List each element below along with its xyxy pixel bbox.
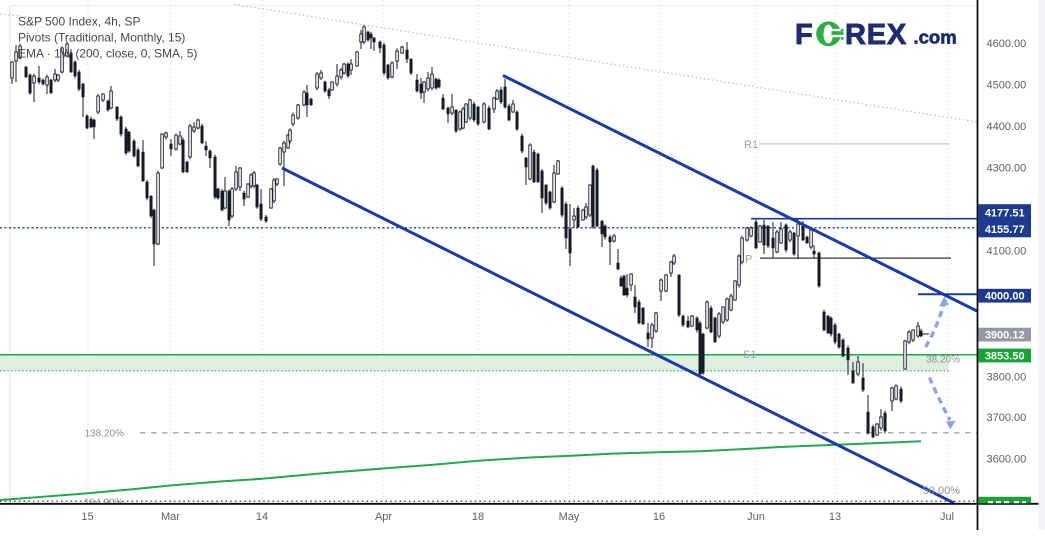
svg-text:Jul: Jul xyxy=(940,511,954,523)
svg-text:164.90%: 164.90% xyxy=(84,498,124,509)
svg-text:R1: R1 xyxy=(744,139,758,151)
svg-text:4000.00: 4000.00 xyxy=(985,291,1025,303)
svg-text:REX: REX xyxy=(845,19,907,51)
svg-text:Pivots (Traditional, Monthly,: Pivots (Traditional, Monthly, 15) xyxy=(18,31,185,45)
svg-text:Apr: Apr xyxy=(375,511,392,523)
svg-text:4400.00: 4400.00 xyxy=(987,121,1027,133)
svg-text:S1: S1 xyxy=(743,349,756,361)
svg-text:P: P xyxy=(745,254,752,266)
svg-text:EMA · 1W (200, close, 0, SMA,: EMA · 1W (200, close, 0, SMA, 5) xyxy=(18,47,197,61)
svg-text:38.20%: 38.20% xyxy=(926,354,960,365)
svg-text:F: F xyxy=(795,19,814,51)
svg-text:4177.51: 4177.51 xyxy=(985,207,1025,219)
svg-text:4500.00: 4500.00 xyxy=(987,79,1027,91)
svg-text:4155.77: 4155.77 xyxy=(985,224,1025,236)
svg-text:18: 18 xyxy=(472,511,484,523)
svg-text:15: 15 xyxy=(81,511,93,523)
svg-text:3853.50: 3853.50 xyxy=(985,350,1025,362)
svg-text:S&P 500 Index, 4h, SP: S&P 500 Index, 4h, SP xyxy=(18,15,141,29)
svg-text:4100.00: 4100.00 xyxy=(987,246,1027,258)
svg-text:16: 16 xyxy=(653,511,665,523)
svg-text:138.20%: 138.20% xyxy=(85,428,125,439)
svg-text:3900.12: 3900.12 xyxy=(985,329,1025,341)
svg-text:3700.00: 3700.00 xyxy=(987,412,1027,424)
svg-text:50.00%: 50.00% xyxy=(923,485,961,497)
svg-text:13: 13 xyxy=(829,511,841,523)
svg-text:14: 14 xyxy=(256,511,268,523)
svg-text:Jun: Jun xyxy=(747,511,765,523)
svg-text:3600.00: 3600.00 xyxy=(987,454,1027,466)
svg-text:3800.00: 3800.00 xyxy=(987,371,1027,383)
svg-text:4600.00: 4600.00 xyxy=(987,38,1027,50)
svg-text:Mar: Mar xyxy=(161,511,180,523)
svg-text:May: May xyxy=(559,511,580,523)
svg-text:.com: .com xyxy=(914,27,957,48)
svg-text:4300.00: 4300.00 xyxy=(987,163,1027,175)
